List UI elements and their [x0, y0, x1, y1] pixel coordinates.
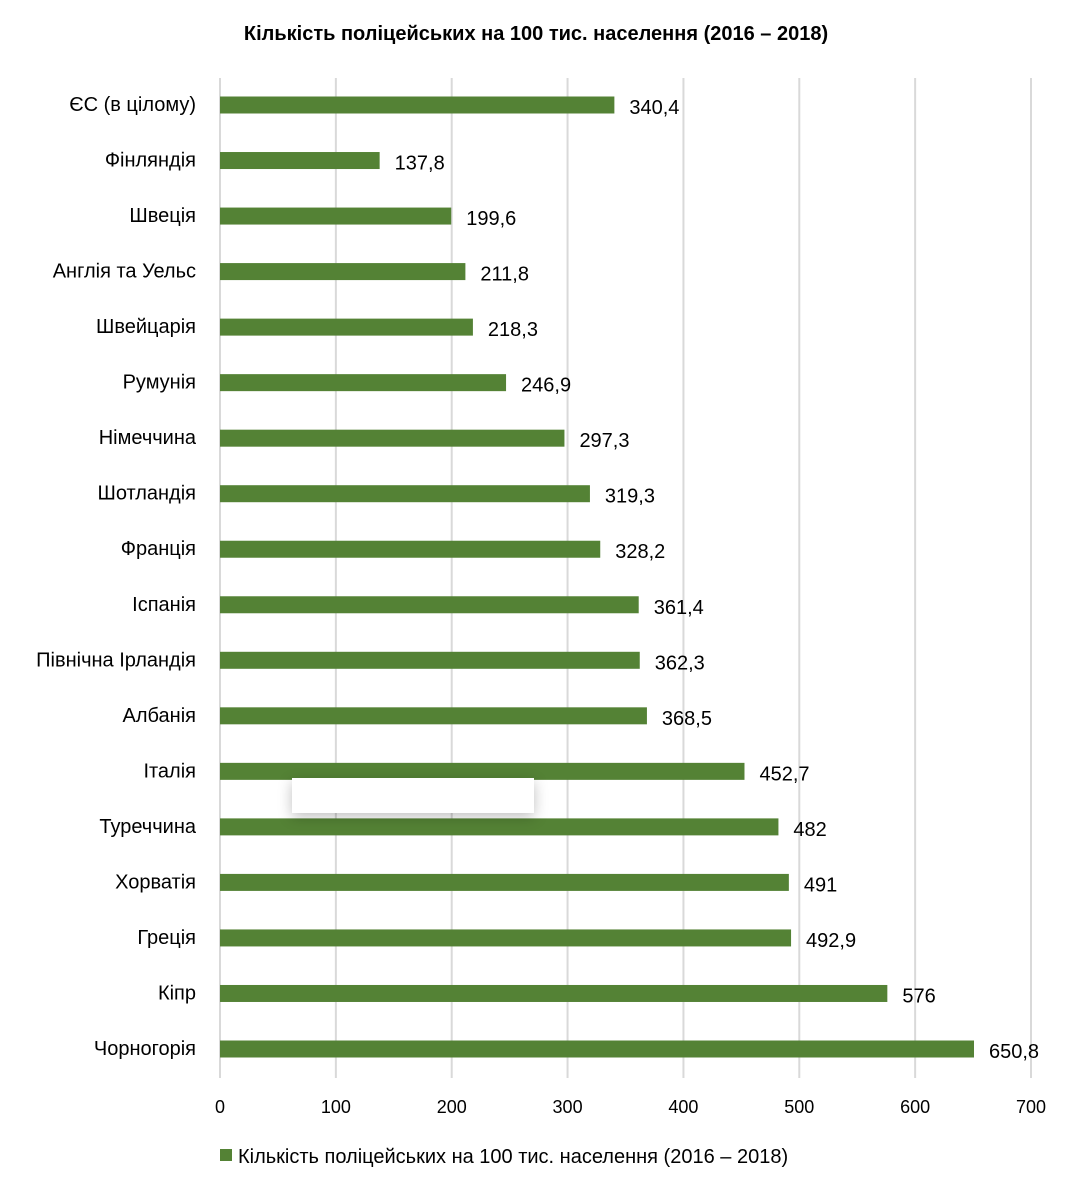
- x-tick-label: 600: [900, 1097, 930, 1117]
- bar: [220, 762, 745, 780]
- bar: [220, 929, 792, 947]
- data-label: 199,6: [466, 208, 516, 230]
- category-label: Англія та Уельс: [53, 261, 196, 283]
- category-label: Кіпр: [158, 982, 196, 1004]
- data-label: 362,3: [655, 652, 705, 674]
- data-label: 340,4: [629, 97, 679, 119]
- category-label: Італія: [143, 760, 196, 782]
- bar: [220, 207, 452, 225]
- x-tick-label: 0: [215, 1097, 225, 1117]
- category-label: Швейцарія: [96, 316, 196, 338]
- data-label: 328,2: [615, 541, 665, 563]
- category-label: Албанія: [123, 705, 196, 727]
- bar: [220, 651, 640, 669]
- bar: [220, 429, 565, 447]
- bar: [220, 485, 590, 503]
- category-label: Румунія: [123, 372, 196, 394]
- bar: [220, 818, 779, 836]
- bar: [220, 873, 789, 891]
- data-label: 319,3: [605, 486, 655, 508]
- bar: [220, 96, 615, 114]
- data-label: 246,9: [521, 375, 571, 397]
- x-tick-label: 100: [321, 1097, 351, 1117]
- category-label: Шотландія: [97, 483, 196, 505]
- overlay-popup: [292, 778, 534, 813]
- data-label: 361,4: [654, 597, 704, 619]
- data-label: 297,3: [579, 430, 629, 452]
- bar: [220, 1040, 974, 1058]
- bar: [220, 263, 466, 281]
- x-tick-label: 700: [1016, 1097, 1046, 1117]
- category-label: Фінляндія: [105, 150, 196, 172]
- x-tick-label: 300: [553, 1097, 583, 1117]
- category-label: Північна Ірландія: [36, 649, 196, 671]
- bar: [220, 596, 639, 614]
- x-tick-label: 200: [437, 1097, 467, 1117]
- category-label: Іспанія: [132, 594, 196, 616]
- data-label: 452,7: [759, 763, 809, 785]
- bar: [220, 152, 380, 170]
- bar: [220, 374, 507, 392]
- category-label: Чорногорія: [94, 1038, 196, 1060]
- data-label: 650,8: [989, 1041, 1039, 1063]
- bar: [220, 318, 473, 336]
- category-label: Франція: [121, 538, 196, 560]
- category-label: Хорватія: [115, 871, 196, 893]
- category-label: Німеччина: [99, 427, 197, 449]
- data-label: 137,8: [395, 153, 445, 175]
- bar: [220, 540, 601, 558]
- category-label: Швеція: [129, 205, 196, 227]
- bar: [220, 707, 647, 725]
- chart-title: Кількість поліцейських на 100 тис. насел…: [244, 23, 828, 45]
- data-label: 218,3: [488, 319, 538, 341]
- category-label: Греція: [137, 927, 196, 949]
- legend-label: Кількість поліцейських на 100 тис. насел…: [238, 1146, 788, 1168]
- bar: [220, 984, 888, 1002]
- category-label: ЄС (в цілому): [69, 94, 196, 116]
- category-label: Туреччина: [99, 816, 197, 838]
- data-label: 368,5: [662, 708, 712, 730]
- x-tick-label: 500: [784, 1097, 814, 1117]
- data-label: 576: [902, 985, 935, 1007]
- data-label: 482: [793, 819, 826, 841]
- legend-swatch: [220, 1149, 232, 1161]
- x-tick-label: 400: [668, 1097, 698, 1117]
- data-label: 491: [804, 874, 837, 896]
- data-label: 492,9: [806, 930, 856, 952]
- data-label: 211,8: [480, 264, 529, 286]
